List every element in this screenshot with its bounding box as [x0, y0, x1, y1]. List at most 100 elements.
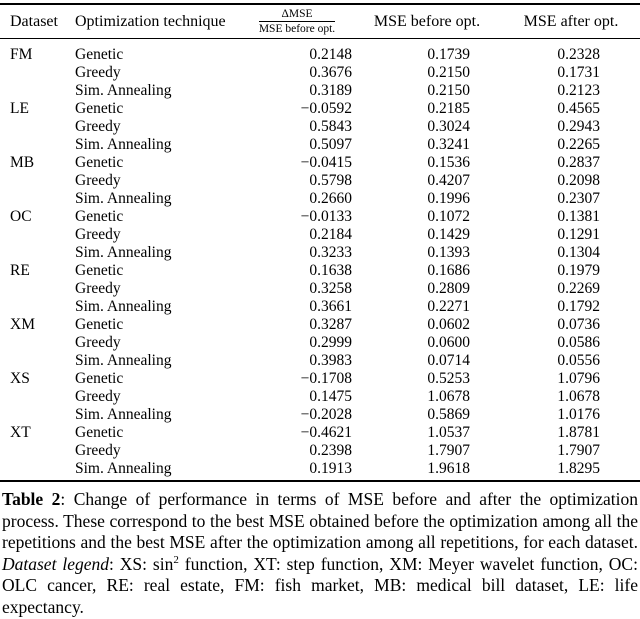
cell-ratio: 0.3287 [309, 316, 352, 333]
caption-superscript: 2 [173, 553, 179, 566]
cell-technique: Greedy [75, 172, 121, 189]
cell-mse-after: 1.8781 [557, 424, 600, 441]
cell-mse-after: 0.0556 [557, 352, 600, 369]
table-row: FM Genetic 0.2148 0.1739 0.2328 [0, 39, 640, 65]
cell-mse-after: 1.0796 [557, 370, 600, 387]
cell-technique: Greedy [75, 226, 121, 243]
cell-mse-after: 0.1304 [557, 244, 600, 261]
col-header-technique: Optimization technique [75, 4, 242, 39]
table-row: Sim. Annealing 0.3661 0.2271 0.1792 [0, 298, 640, 316]
cell-ratio: 0.2148 [309, 46, 352, 63]
cell-ratio: 0.3189 [309, 82, 352, 99]
cell-dataset: XM [10, 316, 35, 333]
cell-mse-before: 0.1393 [427, 244, 470, 261]
cell-ratio: −0.0592 [300, 100, 352, 117]
cell-dataset [0, 226, 75, 244]
cell-technique: Genetic [75, 208, 124, 225]
delta-mse-fraction: ΔMSE MSE before opt. [258, 8, 336, 35]
cell-dataset [0, 118, 75, 136]
cell-mse-after: 0.2098 [557, 172, 600, 189]
cell-mse-after: 0.1979 [557, 262, 600, 279]
cell-technique: Sim. Annealing [75, 190, 172, 207]
cell-ratio: −0.1708 [300, 370, 352, 387]
cell-technique: Genetic [75, 262, 124, 279]
cell-mse-after: 0.1792 [557, 298, 600, 315]
cell-technique: Greedy [75, 388, 121, 405]
table-row: Sim. Annealing 0.5097 0.3241 0.2265 [0, 136, 640, 154]
table-row: Greedy 0.5843 0.3024 0.2943 [0, 118, 640, 136]
cell-ratio: 0.5798 [309, 172, 352, 189]
cell-technique: Greedy [75, 64, 121, 81]
cell-dataset: LE [10, 100, 29, 117]
cell-mse-before: 0.3024 [427, 118, 470, 135]
cell-technique: Sim. Annealing [75, 352, 172, 369]
cell-dataset [0, 334, 75, 352]
cell-technique: Genetic [75, 100, 124, 117]
cell-mse-before: 0.4207 [427, 172, 470, 189]
cell-technique: Genetic [75, 316, 124, 333]
cell-dataset [0, 190, 75, 208]
cell-dataset: MB [10, 154, 35, 171]
cell-mse-after: 0.2837 [557, 154, 600, 171]
cell-ratio: 0.5843 [309, 118, 352, 135]
table-row: Greedy 0.1475 1.0678 1.0678 [0, 388, 640, 406]
cell-mse-after: 1.8295 [557, 460, 600, 477]
cell-mse-before: 0.2150 [427, 82, 470, 99]
cell-dataset [0, 442, 75, 460]
table-row: Sim. Annealing −0.2028 0.5869 1.0176 [0, 406, 640, 424]
cell-dataset [0, 388, 75, 406]
cell-mse-after: 0.1731 [557, 64, 600, 81]
cell-technique: Genetic [75, 370, 124, 387]
table-caption: Table 2: Change of performance in terms … [0, 489, 640, 619]
cell-ratio: 0.3233 [309, 244, 352, 261]
cell-dataset [0, 82, 75, 100]
fraction-denominator: MSE before opt. [258, 23, 336, 35]
cell-ratio: 0.3258 [309, 280, 352, 297]
cell-technique: Sim. Annealing [75, 460, 172, 477]
cell-ratio: 0.1475 [309, 388, 352, 405]
table-row: Sim. Annealing 0.2660 0.1996 0.2307 [0, 190, 640, 208]
cell-technique: Sim. Annealing [75, 136, 172, 153]
cell-ratio: 0.2660 [309, 190, 352, 207]
col-header-delta-ratio: ΔMSE MSE before opt. [242, 4, 352, 39]
cell-mse-before: 0.1739 [427, 46, 470, 63]
cell-dataset [0, 244, 75, 262]
header-row: Dataset Optimization technique ΔMSE MSE … [0, 4, 640, 39]
table-row: XS Genetic −0.1708 0.5253 1.0796 [0, 370, 640, 388]
cell-mse-after: 0.2943 [557, 118, 600, 135]
table-row: Greedy 0.2999 0.0600 0.0586 [0, 334, 640, 352]
cell-technique: Greedy [75, 280, 121, 297]
cell-mse-after: 0.4565 [557, 100, 600, 117]
col-header-dataset: Dataset [0, 4, 75, 39]
cell-dataset: FM [10, 46, 33, 63]
cell-mse-before: 1.7907 [427, 442, 470, 459]
cell-mse-before: 1.0678 [427, 388, 470, 405]
cell-mse-after: 0.2265 [557, 136, 600, 153]
cell-mse-after: 1.0678 [557, 388, 600, 405]
table-row: MB Genetic −0.0415 0.1536 0.2837 [0, 154, 640, 172]
table-row: XM Genetic 0.3287 0.0602 0.0736 [0, 316, 640, 334]
cell-mse-before: 1.9618 [427, 460, 470, 477]
table-row: RE Genetic 0.1638 0.1686 0.1979 [0, 262, 640, 280]
cell-technique: Sim. Annealing [75, 82, 172, 99]
cell-ratio: 0.2999 [309, 334, 352, 351]
table-row: XT Genetic −0.4621 1.0537 1.8781 [0, 424, 640, 442]
cell-mse-before: 0.5869 [427, 406, 470, 423]
cell-ratio: 0.1638 [309, 262, 352, 279]
cell-mse-after: 0.2328 [557, 46, 600, 63]
cell-ratio: 0.2184 [309, 226, 352, 243]
cell-ratio: 0.3661 [309, 298, 352, 315]
col-header-mse-after: MSE after opt. [502, 4, 640, 39]
caption-legend-label: Dataset legend [2, 553, 109, 574]
results-table: Dataset Optimization technique ΔMSE MSE … [0, 3, 640, 482]
table-row: Greedy 0.2184 0.1429 0.1291 [0, 226, 640, 244]
table-row: Greedy 0.5798 0.4207 0.2098 [0, 172, 640, 190]
cell-dataset [0, 64, 75, 82]
cell-mse-after: 0.1381 [557, 208, 600, 225]
cell-mse-before: 0.1686 [427, 262, 470, 279]
cell-technique: Sim. Annealing [75, 406, 172, 423]
cell-technique: Sim. Annealing [75, 298, 172, 315]
cell-mse-before: 0.1072 [427, 208, 470, 225]
caption-text-1: : Change of performance in terms of MSE … [2, 489, 638, 553]
cell-mse-before: 0.0600 [427, 334, 470, 351]
